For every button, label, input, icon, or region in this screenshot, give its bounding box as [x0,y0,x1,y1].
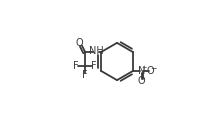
Text: NH: NH [89,46,103,56]
Text: F: F [73,61,79,71]
Text: O: O [138,76,145,86]
Text: +: + [141,65,147,71]
Text: O: O [75,38,83,48]
Text: F: F [83,70,88,80]
Text: F: F [91,61,97,71]
Text: O: O [147,66,154,76]
Text: −: − [150,64,157,73]
Text: N: N [138,66,145,76]
